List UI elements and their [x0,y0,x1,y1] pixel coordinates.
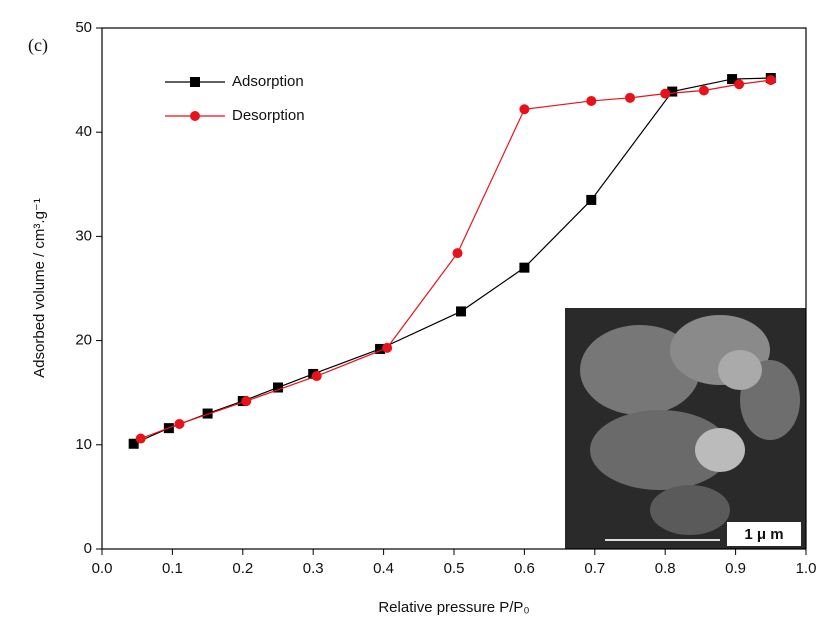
x-axis-label: Relative pressure P/P₀ [378,599,529,616]
y-tick-label: 0 [84,540,92,557]
marker [699,86,709,96]
inset-scale-label: 1 μ m [744,526,783,543]
marker [190,111,200,121]
x-tick-label: 0.7 [584,560,605,577]
marker [456,306,466,316]
marker [586,96,596,106]
marker [519,263,529,273]
x-tick-label: 0.8 [655,560,676,577]
x-tick-label: 0.4 [373,560,394,577]
marker [136,434,146,444]
y-tick-label: 30 [75,227,92,244]
marker [190,77,200,87]
marker [453,248,463,258]
panel-label: (c) [28,35,48,56]
marker [660,89,670,99]
marker [519,104,529,114]
x-tick-label: 0.1 [162,560,183,577]
x-tick-label: 0.3 [303,560,324,577]
marker [734,79,744,89]
y-axis-label: Adsorbed volume / cm³.g⁻¹ [31,198,48,378]
x-tick-label: 0.2 [232,560,253,577]
y-tick-label: 10 [75,436,92,453]
marker [625,93,635,103]
x-tick-label: 0.0 [92,560,113,577]
marker [382,343,392,353]
inset-image [565,308,806,549]
marker [174,419,184,429]
legend-label: Adsorption [232,73,304,90]
y-tick-label: 40 [75,123,92,140]
y-tick-label: 50 [75,19,92,36]
legend-label: Desorption [232,107,305,124]
marker [586,195,596,205]
y-tick-label: 20 [75,332,92,349]
marker [312,371,322,381]
x-tick-label: 1.0 [796,560,817,577]
chart: (c) 1 μ m Relative pressure P/P₀ Adsorbe… [0,0,823,627]
marker [766,75,776,85]
x-tick-label: 0.5 [444,560,465,577]
x-tick-label: 0.6 [514,560,535,577]
marker [241,396,251,406]
x-tick-label: 0.9 [725,560,746,577]
